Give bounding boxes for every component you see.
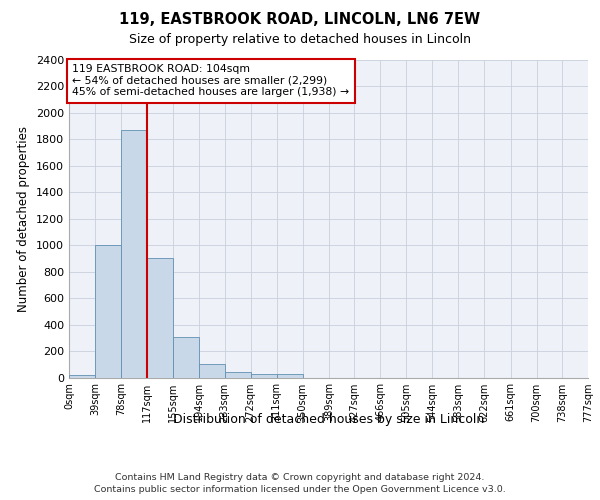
Bar bbox=[173, 337, 199, 378]
Bar bbox=[251, 374, 277, 378]
Text: Distribution of detached houses by size in Lincoln: Distribution of detached houses by size … bbox=[173, 412, 484, 426]
Text: 119, EASTBROOK ROAD, LINCOLN, LN6 7EW: 119, EASTBROOK ROAD, LINCOLN, LN6 7EW bbox=[119, 12, 481, 28]
Text: 119 EASTBROOK ROAD: 104sqm
← 54% of detached houses are smaller (2,299)
45% of s: 119 EASTBROOK ROAD: 104sqm ← 54% of deta… bbox=[73, 64, 349, 97]
Bar bbox=[199, 364, 224, 378]
Bar bbox=[95, 245, 121, 378]
Text: Contains public sector information licensed under the Open Government Licence v3: Contains public sector information licen… bbox=[94, 485, 506, 494]
Bar bbox=[121, 130, 147, 378]
Text: Contains HM Land Registry data © Crown copyright and database right 2024.: Contains HM Land Registry data © Crown c… bbox=[115, 472, 485, 482]
Bar bbox=[147, 258, 173, 378]
Y-axis label: Number of detached properties: Number of detached properties bbox=[17, 126, 31, 312]
Bar bbox=[277, 374, 303, 378]
Text: Size of property relative to detached houses in Lincoln: Size of property relative to detached ho… bbox=[129, 32, 471, 46]
Bar bbox=[224, 372, 251, 378]
Bar bbox=[69, 375, 95, 378]
